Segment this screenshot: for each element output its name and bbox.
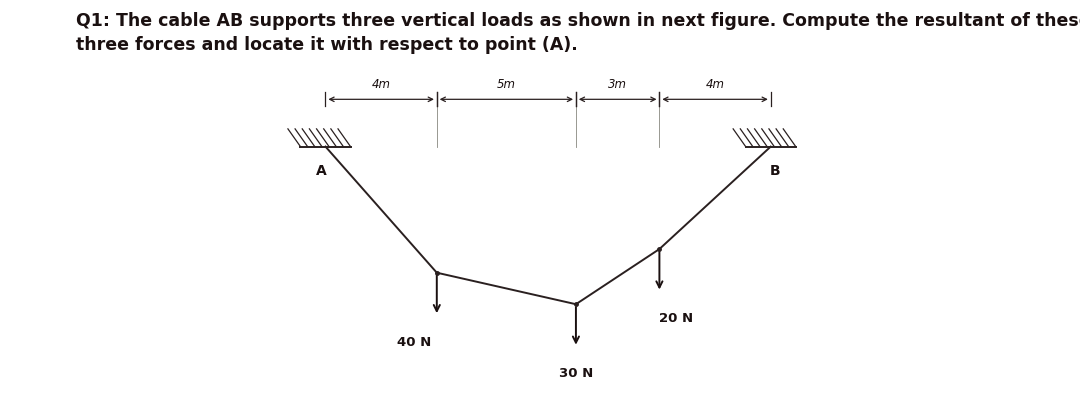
Text: 4m: 4m (705, 78, 725, 91)
Text: 5m: 5m (497, 78, 516, 91)
Text: Q1: The cable AB supports three vertical loads as shown in next figure. Compute : Q1: The cable AB supports three vertical… (76, 12, 1080, 54)
Text: 4m: 4m (372, 78, 391, 91)
Text: 30 N: 30 N (558, 367, 593, 380)
Text: A: A (316, 164, 326, 179)
Text: B: B (770, 164, 780, 179)
Text: 20 N: 20 N (659, 312, 693, 325)
Text: 3m: 3m (608, 78, 627, 91)
Text: 40 N: 40 N (397, 336, 432, 349)
